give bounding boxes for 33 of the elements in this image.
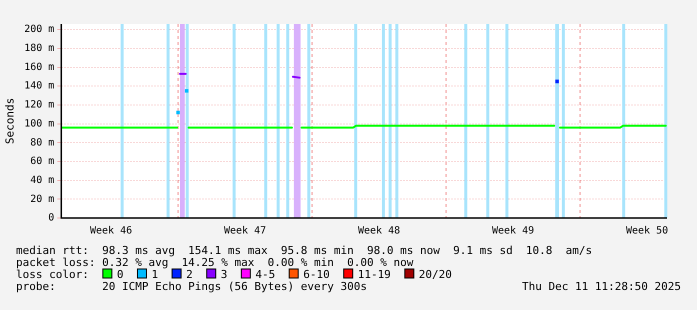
text: probe: 20 ICMP Echo Pings (56 Bytes) every 300s	[16, 280, 367, 293]
y-tick-label: 140 m	[24, 80, 54, 92]
text: packet loss: 0.32 % avg 14.25 % max 0.00 % min 0.00 % now	[16, 256, 414, 269]
point	[184, 89, 188, 93]
point	[555, 80, 559, 84]
x-tick-label: Week 48	[358, 226, 400, 237]
legend-label: 1	[151, 268, 158, 281]
x-tick-label: Week 46	[90, 226, 132, 237]
legend-title: loss color:	[16, 268, 89, 281]
legend-label: 0	[116, 268, 124, 281]
y-tick-label: 0	[48, 212, 54, 224]
legend-label: 3	[220, 268, 228, 281]
y-tick-label: 20 m	[30, 194, 54, 205]
legend-label: 11-19	[358, 268, 391, 281]
y-tick-label: 160 m	[24, 62, 54, 73]
text: median rtt: 98.3 ms avg 154.1 ms max 95.8 ms min 98.0 ms now 9.1 ms sd 10.8 am/s	[16, 244, 592, 257]
y-axis-title: Seconds	[3, 98, 16, 144]
y-tick-label: 120 m	[24, 100, 54, 111]
y-tick-label: 100 m	[24, 118, 54, 130]
legend-label: 2	[186, 268, 193, 281]
y-tick-label: 180 m	[24, 43, 54, 54]
legend-label: 6-10	[303, 268, 330, 281]
y-tick-label: 60 m	[30, 156, 54, 168]
x-tick-label: Week 50	[626, 226, 668, 237]
point	[176, 110, 180, 114]
y-tick-label: 200 m	[24, 24, 54, 36]
text: Thu Dec 11 11:28:50 2025	[522, 280, 681, 293]
y-tick-label: 80 m	[30, 137, 54, 148]
y-tick-label: 40 m	[30, 174, 54, 186]
x-tick-label: Week 47	[224, 226, 266, 237]
legend-label: 4-5	[255, 268, 276, 281]
x-tick-label: Week 49	[492, 226, 534, 237]
legend-label: 20/20	[418, 268, 452, 281]
